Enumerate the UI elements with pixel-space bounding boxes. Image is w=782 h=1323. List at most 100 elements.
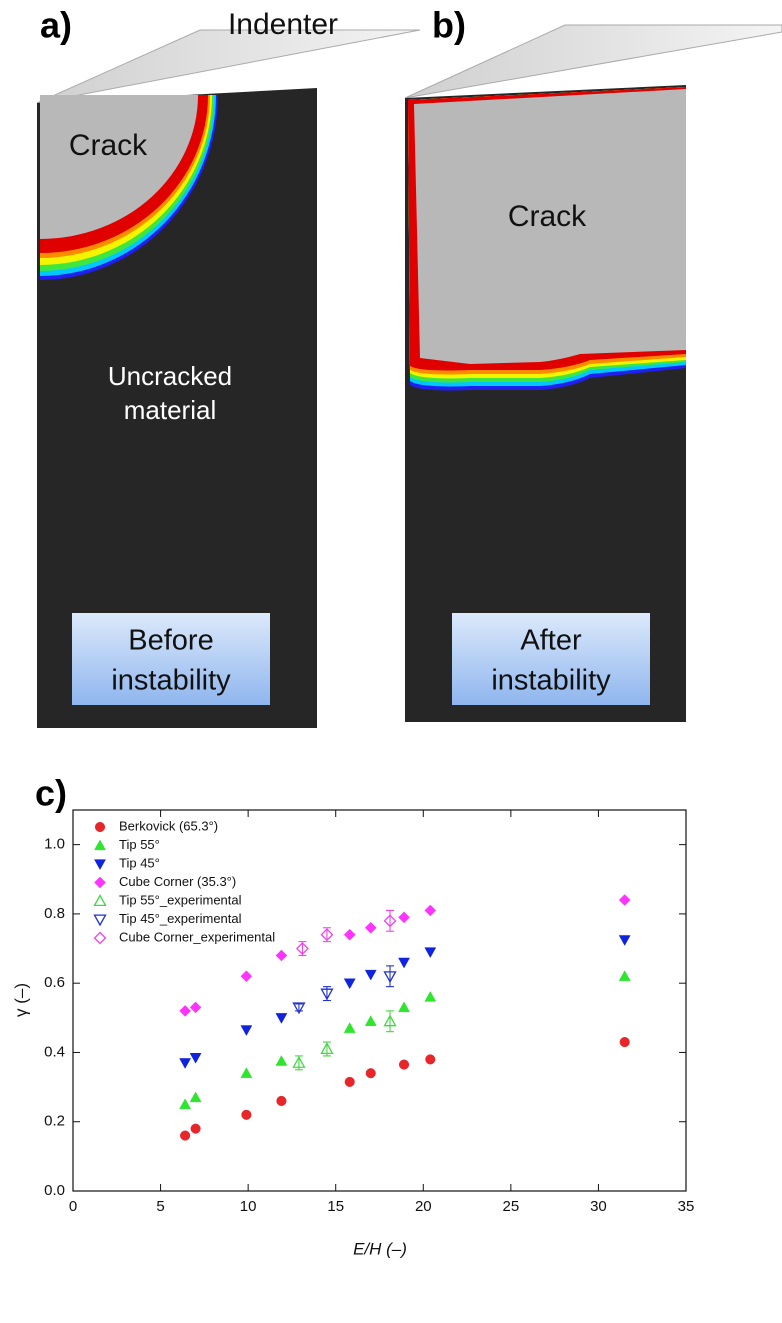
crack-region — [40, 95, 198, 239]
x-axis-label: E/H (–) — [353, 1239, 407, 1258]
state-box — [72, 613, 270, 705]
x-tick-label: 0 — [69, 1198, 77, 1215]
error-bar — [386, 1010, 395, 1033]
point — [365, 1068, 376, 1079]
point — [189, 1053, 202, 1064]
crack-label: Crack — [69, 129, 148, 162]
state-label: instability — [111, 665, 231, 697]
legend-label: Tip 55° — [119, 837, 160, 852]
error-bar — [386, 909, 395, 932]
point — [618, 935, 631, 946]
panel-b: b) Crack After instability — [404, 5, 782, 722]
legend-label: Tip 45° — [119, 855, 160, 870]
point — [179, 1098, 192, 1110]
y-tick-label: 0.0 — [44, 1182, 65, 1199]
point — [240, 1025, 253, 1036]
point — [179, 1058, 192, 1069]
state-label: After — [520, 625, 582, 657]
point — [618, 970, 631, 981]
point — [320, 1042, 334, 1055]
legend-label: Cube Corner_experimental — [119, 929, 275, 944]
point — [398, 957, 410, 969]
point — [343, 1022, 356, 1033]
point — [424, 947, 437, 959]
point — [320, 928, 334, 942]
legend-marker — [94, 876, 106, 889]
point — [296, 942, 309, 955]
point — [180, 1130, 191, 1141]
point — [241, 1109, 252, 1120]
legend-label: Tip 45°_experimental — [119, 911, 242, 926]
point — [276, 1095, 287, 1106]
error-bar — [294, 1003, 303, 1012]
x-tick-label: 10 — [240, 1198, 257, 1215]
point — [619, 1037, 630, 1048]
point — [344, 1076, 355, 1087]
point — [292, 1056, 306, 1068]
y-tick-label: 0.8 — [44, 905, 65, 922]
crack-region — [414, 89, 686, 364]
legend-label: Tip 55°_experimental — [119, 892, 242, 907]
legend-label: Berkovick (65.3°) — [119, 818, 218, 833]
legend-marker — [94, 859, 106, 871]
panel-a: a) Indenter Crack Uncracked material Bef… — [36, 5, 421, 728]
legend-marker — [93, 931, 107, 945]
x-tick-label: 30 — [590, 1198, 607, 1215]
point — [343, 928, 356, 941]
material-label: Uncracked — [108, 361, 232, 391]
y-tick-label: 0.6 — [44, 974, 65, 991]
point — [275, 1013, 288, 1024]
legend-marker — [94, 821, 106, 833]
point — [398, 1001, 410, 1013]
legend-marker — [93, 894, 107, 907]
state-label: Before — [128, 625, 213, 657]
y-tick-label: 0.4 — [44, 1043, 65, 1060]
crack-label: Crack — [508, 200, 587, 233]
x-tick-label: 25 — [503, 1198, 520, 1215]
point — [398, 1059, 410, 1070]
legend-marker — [93, 914, 107, 927]
point — [424, 904, 437, 917]
indenter — [36, 29, 421, 104]
material-label: material — [124, 395, 216, 425]
point — [425, 1054, 436, 1065]
point — [240, 970, 253, 983]
point — [190, 1123, 201, 1134]
point — [343, 978, 356, 990]
point — [364, 1015, 377, 1026]
point — [618, 894, 631, 906]
x-tick-label: 5 — [156, 1198, 164, 1215]
indenter-label: Indenter — [228, 8, 338, 41]
point — [364, 969, 377, 981]
legend-label: Cube Corner (35.3°) — [119, 874, 236, 889]
point — [383, 914, 397, 928]
y-tick-label: 1.0 — [44, 836, 65, 853]
x-tick-label: 20 — [415, 1198, 432, 1215]
chart: c) E/H (–) γ (–) 0 5 10 15 20 25 30 35 0.0 0.2 0.4… — [11, 773, 694, 1259]
point — [398, 911, 410, 924]
indenter — [404, 24, 782, 99]
error-bar — [386, 965, 395, 988]
state-box — [452, 613, 650, 705]
point — [189, 1001, 202, 1014]
point — [179, 1005, 191, 1017]
point — [364, 921, 377, 934]
point — [383, 1014, 397, 1027]
y-axis-label: γ (–) — [11, 983, 30, 1017]
x-tick-label: 15 — [327, 1198, 344, 1215]
point — [189, 1091, 202, 1103]
point — [424, 991, 437, 1002]
legend-marker — [94, 839, 106, 851]
point — [275, 1055, 288, 1066]
y-tick-label: 0.2 — [44, 1113, 65, 1130]
panel-label: a) — [40, 5, 72, 46]
point — [292, 1002, 306, 1015]
x-tick-label: 35 — [678, 1198, 695, 1215]
point — [240, 1067, 253, 1078]
panel-label: c) — [35, 773, 67, 814]
state-label: instability — [491, 665, 611, 697]
panel-label: b) — [432, 5, 466, 46]
point — [275, 949, 288, 962]
